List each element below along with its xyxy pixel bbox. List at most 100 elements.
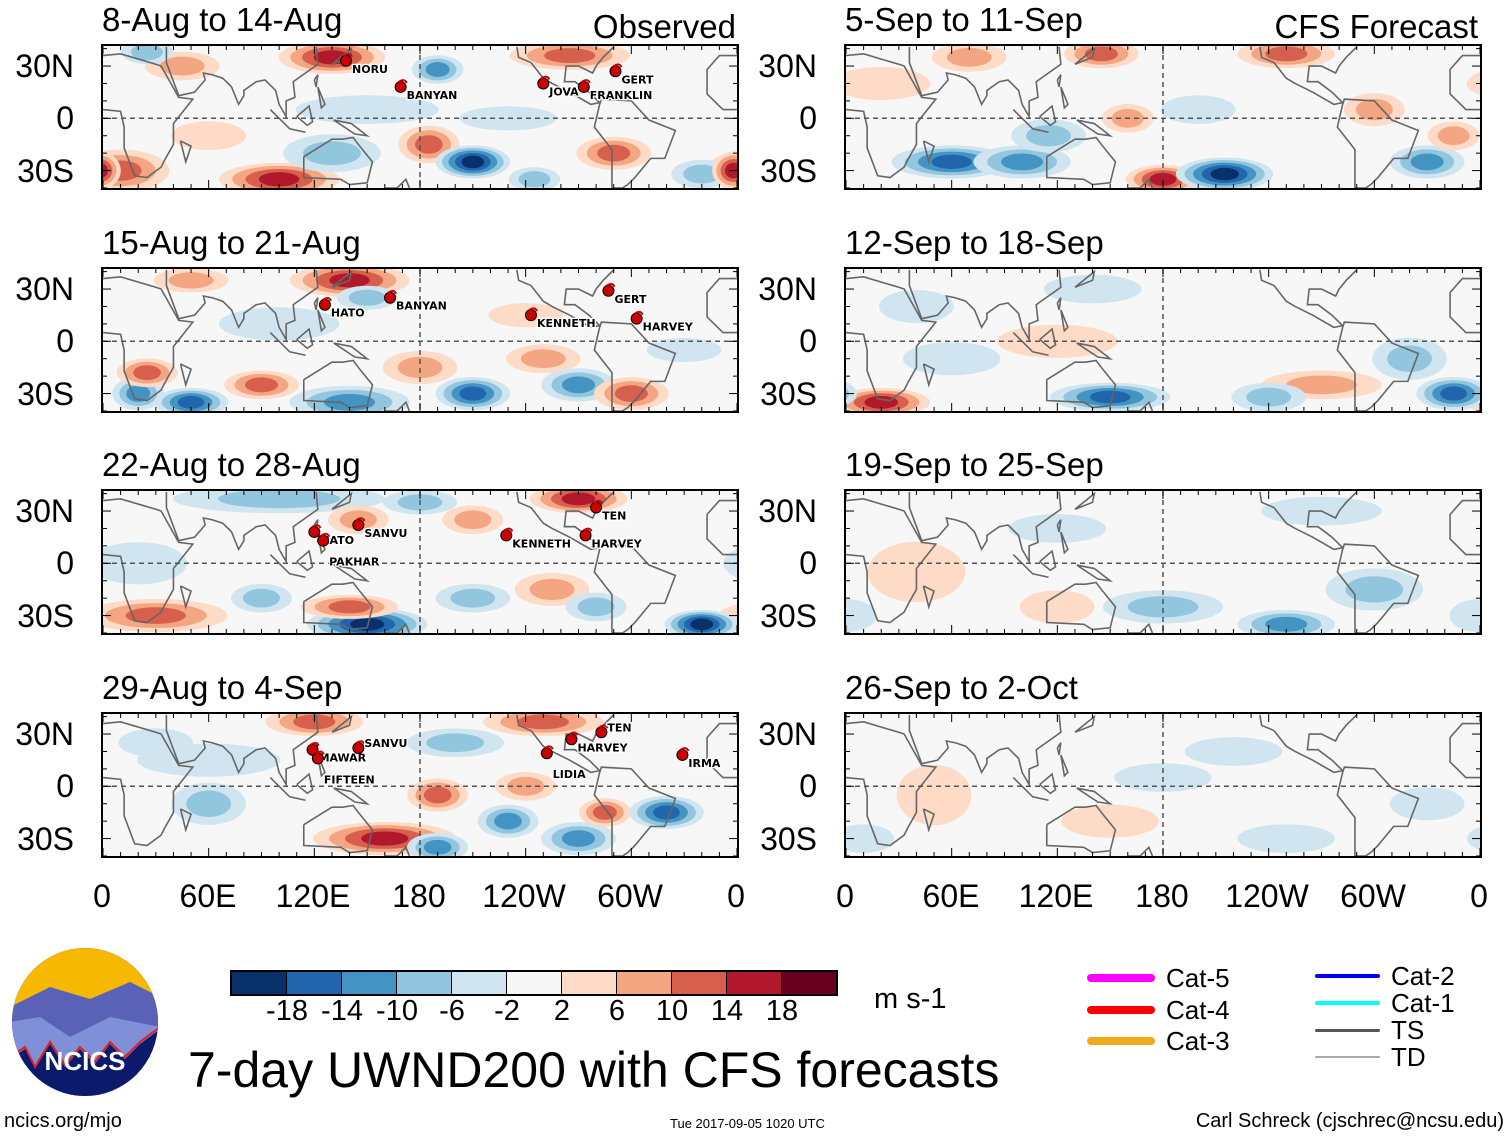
coastline xyxy=(302,581,374,631)
storm-label: SANVU xyxy=(364,527,407,540)
storm-label: HATO xyxy=(331,307,365,320)
contour-level xyxy=(529,578,575,601)
hurricane-icon xyxy=(609,65,622,78)
storm-label: NORU xyxy=(352,63,388,76)
storm-label: KENNETH xyxy=(512,537,571,550)
lon-tick-label: 120W xyxy=(482,878,566,914)
coastline xyxy=(1056,297,1062,311)
wind-field-map xyxy=(846,269,1480,411)
footer-url: ncics.org/mjo xyxy=(4,1110,122,1132)
coastline xyxy=(384,400,411,411)
coastline xyxy=(908,491,1062,565)
panel-title: 26-Sep to 2-Oct xyxy=(845,669,1078,706)
lat-tick-label: 30N xyxy=(15,716,74,752)
map-panel: NORU BANYAN JOVA GERT FRANKLIN xyxy=(101,44,739,190)
contour-level xyxy=(507,776,545,796)
hurricane-icon xyxy=(612,63,623,68)
contour-level xyxy=(946,47,992,67)
contour-level xyxy=(520,349,566,369)
hurricane-icon xyxy=(676,748,689,761)
coastline xyxy=(302,136,374,186)
footer-credit: Carl Schreck (cjschrec@ncsu.edu) xyxy=(1195,1110,1504,1132)
contour-level xyxy=(614,385,648,402)
coastline xyxy=(384,622,411,633)
lon-tick-label: 0 xyxy=(727,878,745,914)
hurricane-icon xyxy=(318,298,331,311)
lat-tick-label: 30N xyxy=(15,48,74,84)
hurricane-icon xyxy=(565,733,578,746)
lat-tick-label: 30S xyxy=(760,598,817,634)
contour-level xyxy=(423,786,452,804)
coastline xyxy=(593,321,677,411)
storm-label: FRANKLIN xyxy=(590,89,653,102)
colorbar-units: m s-1 xyxy=(874,983,947,1015)
coastline xyxy=(706,499,737,556)
contour-level xyxy=(459,386,487,401)
contour-level xyxy=(397,356,443,379)
colorbar-swatch xyxy=(562,972,617,994)
coastline xyxy=(179,585,193,610)
lat-tick-label: 30S xyxy=(17,821,74,857)
hurricane-icon xyxy=(602,284,615,297)
lat-tick-label: 30S xyxy=(760,376,817,412)
coastline xyxy=(165,269,319,343)
contour-level xyxy=(1149,172,1177,186)
coastline xyxy=(1336,766,1420,856)
coastline xyxy=(1076,787,1114,805)
contour-level xyxy=(242,588,281,608)
coastlines xyxy=(103,46,737,188)
contour-level xyxy=(592,804,617,820)
coastline xyxy=(593,543,677,633)
hurricane-icon xyxy=(387,289,397,295)
coastline xyxy=(922,808,936,833)
colorbar-swatch xyxy=(232,972,287,994)
coastline xyxy=(333,564,371,582)
coastline xyxy=(1336,543,1420,633)
coastline xyxy=(1273,714,1358,774)
contour-level xyxy=(423,839,452,855)
hurricane-icon xyxy=(679,747,690,752)
contour-level xyxy=(1466,71,1480,95)
coastline xyxy=(530,269,615,329)
contour-level xyxy=(864,395,899,409)
coastline xyxy=(908,714,1062,788)
contour-level xyxy=(597,144,631,162)
lon-tick-label: 0 xyxy=(836,878,854,914)
storm-label: PAKHAR xyxy=(329,556,380,569)
coastline xyxy=(313,297,319,311)
coastline xyxy=(593,766,677,856)
lon-tick-label: 0 xyxy=(93,878,111,914)
coastline xyxy=(1259,491,1275,509)
legend-line xyxy=(1315,1056,1380,1058)
contour-level xyxy=(1355,98,1393,121)
coastline xyxy=(1056,742,1062,756)
lon-tick-label: 120E xyxy=(1018,878,1094,914)
wind-field-map xyxy=(846,46,1480,188)
coastline xyxy=(706,277,737,334)
coastline xyxy=(179,140,193,165)
contour-level xyxy=(1127,596,1199,618)
contour-level xyxy=(414,135,443,154)
lon-tick-label: 60W xyxy=(1340,878,1406,914)
observed-label: Observed xyxy=(592,8,736,45)
map-panel xyxy=(844,44,1482,190)
hurricane-icon xyxy=(352,518,365,531)
contour-level xyxy=(350,617,385,631)
hurricane-icon xyxy=(320,532,331,538)
contour-level xyxy=(461,155,485,169)
coastline xyxy=(846,498,938,624)
contour-level xyxy=(131,46,163,61)
coastline xyxy=(922,363,936,388)
hurricane-icon xyxy=(317,534,330,547)
contour-level xyxy=(450,588,496,608)
lon-tick-label: 120W xyxy=(1225,878,1309,914)
coastline xyxy=(331,269,353,289)
coastline xyxy=(333,342,371,360)
lat-tick-label: 30S xyxy=(760,821,817,857)
lat-tick-label: 30N xyxy=(758,716,817,752)
storm-label: MAWAR xyxy=(319,752,367,765)
coastline xyxy=(516,46,532,64)
contour-level xyxy=(1387,345,1432,372)
colorbar-swatch xyxy=(397,972,452,994)
